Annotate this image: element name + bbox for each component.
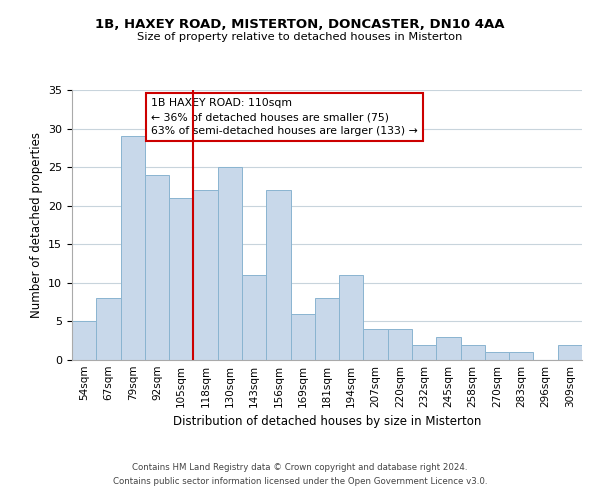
Bar: [509, 352, 533, 360]
Bar: [436, 337, 461, 360]
Bar: [266, 190, 290, 360]
Text: 1B HAXEY ROAD: 110sqm
← 36% of detached houses are smaller (75)
63% of semi-deta: 1B HAXEY ROAD: 110sqm ← 36% of detached …: [151, 98, 418, 136]
Bar: [218, 167, 242, 360]
Bar: [339, 275, 364, 360]
Bar: [290, 314, 315, 360]
Text: 1B, HAXEY ROAD, MISTERTON, DONCASTER, DN10 4AA: 1B, HAXEY ROAD, MISTERTON, DONCASTER, DN…: [95, 18, 505, 30]
Bar: [121, 136, 145, 360]
Bar: [193, 190, 218, 360]
X-axis label: Distribution of detached houses by size in Misterton: Distribution of detached houses by size …: [173, 416, 481, 428]
Bar: [145, 175, 169, 360]
Text: Contains HM Land Registry data © Crown copyright and database right 2024.: Contains HM Land Registry data © Crown c…: [132, 464, 468, 472]
Y-axis label: Number of detached properties: Number of detached properties: [29, 132, 43, 318]
Bar: [364, 329, 388, 360]
Bar: [412, 344, 436, 360]
Bar: [461, 344, 485, 360]
Bar: [169, 198, 193, 360]
Text: Contains public sector information licensed under the Open Government Licence v3: Contains public sector information licen…: [113, 477, 487, 486]
Bar: [315, 298, 339, 360]
Text: Size of property relative to detached houses in Misterton: Size of property relative to detached ho…: [137, 32, 463, 42]
Bar: [558, 344, 582, 360]
Bar: [388, 329, 412, 360]
Bar: [96, 298, 121, 360]
Bar: [485, 352, 509, 360]
Bar: [242, 275, 266, 360]
Bar: [72, 322, 96, 360]
